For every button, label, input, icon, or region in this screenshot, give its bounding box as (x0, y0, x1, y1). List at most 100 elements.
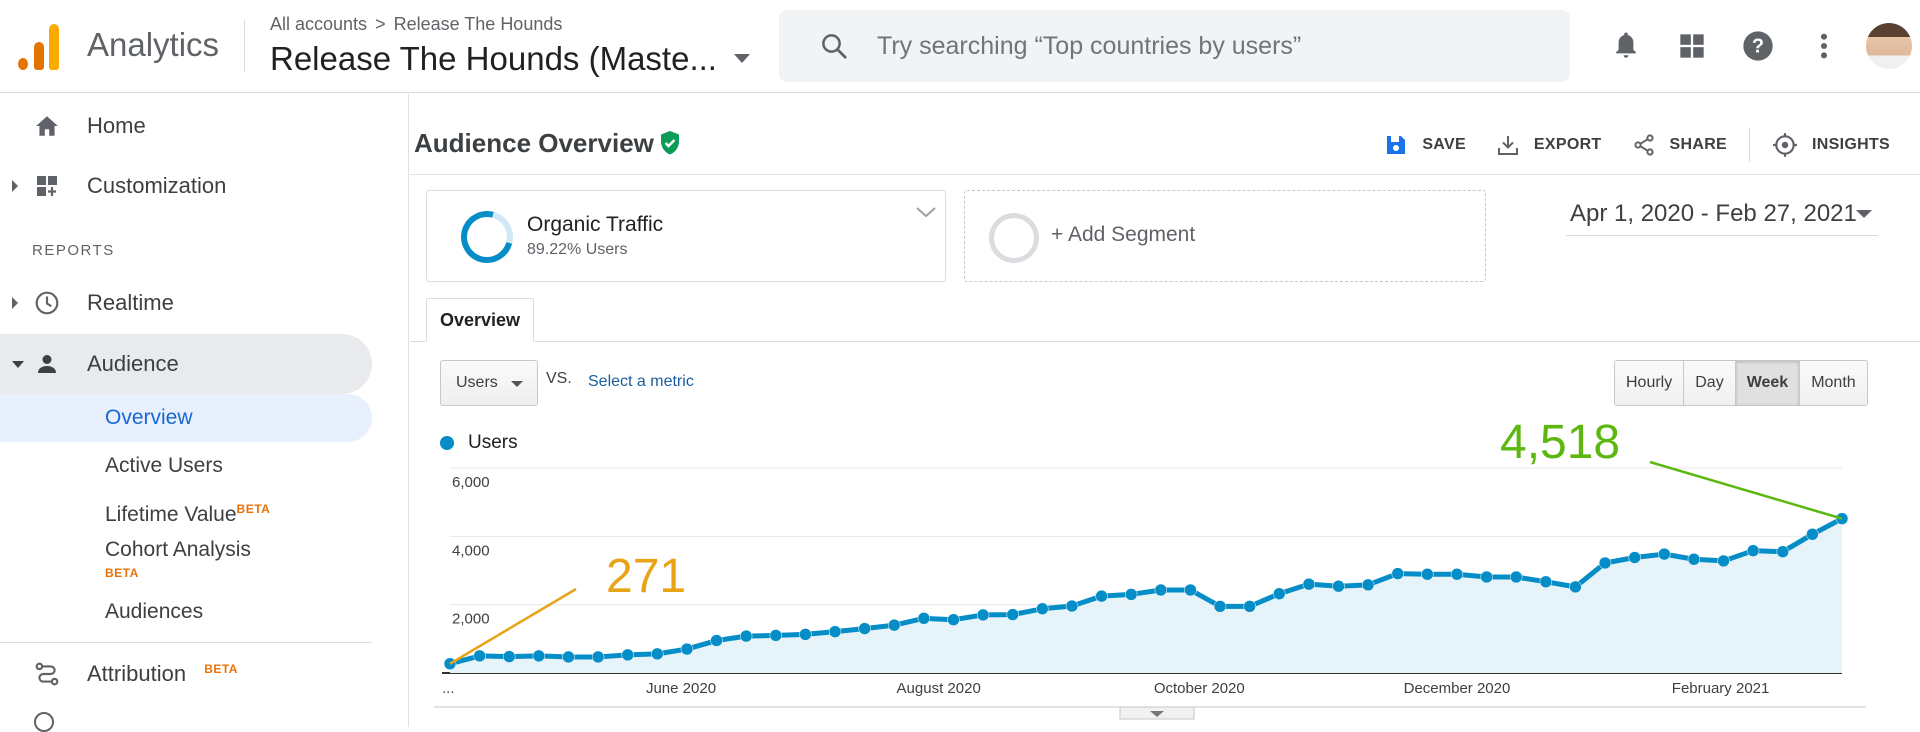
add-segment-button[interactable]: + Add Segment (964, 190, 1486, 282)
sidebar-item-label: Audience (87, 351, 179, 376)
data-point (1776, 545, 1790, 558)
data-point (1569, 580, 1582, 594)
account-view-selector[interactable]: Release The Hounds (Maste... (270, 40, 717, 77)
sidebar-subitem-overview[interactable]: Overview (0, 394, 372, 442)
data-point (1213, 600, 1227, 613)
data-point (532, 649, 546, 663)
page-title: Audience Overview (414, 128, 654, 158)
chevron-down-icon[interactable] (734, 54, 750, 63)
app-name[interactable]: Analytics (87, 26, 220, 63)
date-range-picker[interactable]: Apr 1, 2020 - Feb 27, 2021 (1566, 192, 1878, 236)
data-point (591, 650, 605, 664)
apps-grid-icon[interactable] (1664, 18, 1720, 74)
granularity-hourly-button[interactable]: Hourly (1615, 361, 1684, 405)
divider (244, 20, 245, 72)
data-point (1095, 589, 1108, 603)
share-button[interactable]: SHARE (1632, 133, 1728, 157)
more-icon[interactable] (34, 712, 54, 732)
data-point (621, 648, 634, 662)
sidebar-item-realtime[interactable]: Realtime (0, 273, 372, 333)
search-bar[interactable] (779, 10, 1570, 82)
chevron-down-icon[interactable] (12, 360, 24, 368)
breadcrumb-root[interactable]: All accounts (270, 14, 368, 34)
data-point (1806, 528, 1819, 541)
annotation-label: 4,518 (1500, 416, 1620, 469)
select-metric-link[interactable]: Select a metric (588, 373, 694, 390)
chart-legend[interactable]: Users (440, 432, 518, 454)
report-actions: SAVE EXPORT SHARE INSIGHTS (1354, 128, 1890, 162)
data-point (799, 628, 812, 641)
sidebar: Home Customization REPORTS Realtime Audi… (0, 94, 385, 732)
tab-overview[interactable]: Overview (426, 298, 534, 342)
analytics-logo-icon[interactable] (18, 22, 60, 70)
chevron-down-icon (1150, 711, 1164, 717)
insights-button[interactable]: INSIGHTS (1772, 132, 1890, 158)
annotation-line (1649, 460, 1843, 520)
attribution-label: Attribution (87, 661, 187, 686)
beta-badge: BETA (105, 566, 139, 580)
add-segment-ring-icon (989, 213, 1039, 263)
search-input[interactable] (877, 31, 1517, 61)
breadcrumb[interactable]: All accounts > Release The Hounds (270, 14, 562, 35)
data-point (680, 642, 694, 656)
attribution-icon (34, 661, 60, 687)
breadcrumb-account[interactable]: Release The Hounds (393, 14, 563, 34)
data-point (917, 612, 931, 625)
share-icon (1633, 134, 1654, 156)
annotation-label: 271 (606, 550, 686, 603)
person-icon (34, 351, 60, 377)
verified-shield-icon (661, 131, 679, 155)
help-icon[interactable]: ? (1730, 18, 1786, 74)
data-point (769, 629, 783, 642)
sidebar-subitem-cohort-analysis[interactable]: Cohort Analysis BETA (0, 534, 372, 592)
data-point (1006, 608, 1019, 621)
avatar[interactable] (1866, 23, 1912, 69)
chevron-down-icon (511, 381, 523, 387)
data-point (502, 650, 516, 663)
granularity-week-button[interactable]: Week (1734, 361, 1800, 405)
clock-icon (34, 290, 60, 316)
beta-badge: BETA (204, 661, 238, 676)
svg-text:?: ? (1752, 36, 1764, 58)
sidebar-item-audience[interactable]: Audience (0, 334, 372, 394)
chevron-right-icon[interactable] (12, 297, 18, 309)
granularity-month-button[interactable]: Month (1799, 361, 1867, 405)
download-icon (1497, 136, 1518, 155)
sidebar-subitem-label: Overview (105, 406, 193, 429)
data-point (1036, 602, 1049, 616)
data-point (1302, 577, 1316, 591)
notifications-icon[interactable] (1598, 18, 1654, 74)
sidebar-item-attribution[interactable]: Attribution BETA (0, 644, 372, 704)
sidebar-subitem-active-users[interactable]: Active Users (0, 442, 372, 490)
users-line-chart[interactable]: 6,000 4,000 2,000... June 2020 August 2020 Oc… (410, 94, 1920, 727)
chevron-down-icon[interactable] (1856, 210, 1872, 218)
data-point (1509, 570, 1523, 584)
x-tick-label: October 2020 (1154, 680, 1245, 697)
sidebar-item-customization[interactable]: Customization (0, 156, 372, 216)
export-button[interactable]: EXPORT (1496, 133, 1602, 157)
sidebar-item-home[interactable]: Home (0, 96, 372, 156)
sidebar-subitem-lifetime-value[interactable]: Lifetime ValueBETA (0, 490, 372, 538)
segment-card[interactable]: Organic Traffic 89.22% Users (426, 190, 946, 282)
granularity-day-button[interactable]: Day (1683, 361, 1735, 405)
data-point (1421, 568, 1434, 581)
sidebar-item-label: Home (87, 113, 146, 138)
chevron-right-icon[interactable] (12, 180, 18, 192)
save-label: SAVE (1422, 136, 1466, 153)
y-tick-label: 2,000 (452, 611, 490, 628)
data-point (888, 618, 901, 632)
sidebar-item-label: Realtime (87, 290, 174, 315)
data-point (1539, 575, 1553, 589)
metric-dropdown[interactable]: Users (440, 360, 538, 406)
export-label: EXPORT (1533, 136, 1602, 153)
save-button[interactable]: SAVE (1384, 133, 1466, 157)
sidebar-subitem-audiences[interactable]: Audiences (0, 588, 372, 636)
sidebar-subitem-label: Audiences (105, 600, 204, 623)
more-vert-icon[interactable] (1796, 18, 1852, 74)
home-icon (34, 113, 60, 139)
chevron-down-icon[interactable] (915, 205, 937, 219)
divider (410, 174, 1920, 175)
date-range-label: Apr 1, 2020 - Feb 27, 2021 (1570, 199, 1857, 227)
data-point (1243, 600, 1256, 613)
insights-label: INSIGHTS (1812, 136, 1890, 153)
